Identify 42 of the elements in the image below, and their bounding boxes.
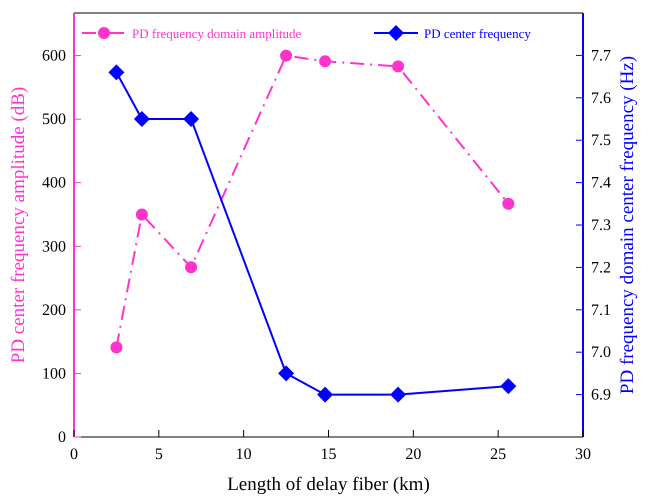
point xyxy=(280,50,292,62)
point xyxy=(136,208,148,221)
point xyxy=(502,198,514,210)
y-tick-label: 200 xyxy=(42,302,66,319)
x-tick-label: 10 xyxy=(236,446,252,463)
y2-axis-title: PD frequency domain center frequency (Hz) xyxy=(617,56,638,394)
x-tick-label: 25 xyxy=(490,446,506,463)
y-tick-label: 500 xyxy=(42,111,66,128)
point xyxy=(134,111,150,127)
x-tick-label: 5 xyxy=(154,446,163,463)
y-tick-label: 600 xyxy=(42,48,66,65)
legend-label: PD center frequency xyxy=(424,26,532,41)
point xyxy=(183,111,200,127)
x-tick-label: 20 xyxy=(405,446,422,463)
point xyxy=(185,261,198,274)
legend-label: PD frequency domain amplitude xyxy=(132,26,302,41)
y-tick-label: 300 xyxy=(42,238,66,256)
point xyxy=(278,365,294,382)
point xyxy=(319,55,332,68)
y2-tick-label: 7.0 xyxy=(591,344,611,362)
x-tick-label: 0 xyxy=(70,446,78,463)
y2-tick-label: 6.9 xyxy=(591,386,611,404)
point xyxy=(390,386,406,403)
y-tick-label: 400 xyxy=(42,174,66,192)
x-axis-title: Length of delay fiber (km) xyxy=(227,474,430,495)
y2-tick-label: 7.4 xyxy=(591,174,611,192)
point xyxy=(500,378,516,394)
y2-tick-label: 7.3 xyxy=(591,217,611,234)
y2-tick-label: 7.5 xyxy=(591,132,611,150)
point xyxy=(110,341,122,354)
y-tick-label: 0 xyxy=(58,429,66,446)
y-axis-title: PD center frequency amplitude (dB) xyxy=(8,86,29,364)
y2-tick-label: 7.6 xyxy=(591,90,611,107)
y-tick-label: 100 xyxy=(42,365,66,382)
point xyxy=(317,386,334,403)
point xyxy=(392,60,404,72)
y2-tick-label: 7.7 xyxy=(591,47,611,64)
point xyxy=(108,64,124,80)
x-tick-label: 30 xyxy=(575,446,591,463)
y2-tick-label: 7.2 xyxy=(591,259,611,276)
x-tick-label: 15 xyxy=(320,446,336,463)
y2-tick-label: 7.1 xyxy=(591,302,611,319)
